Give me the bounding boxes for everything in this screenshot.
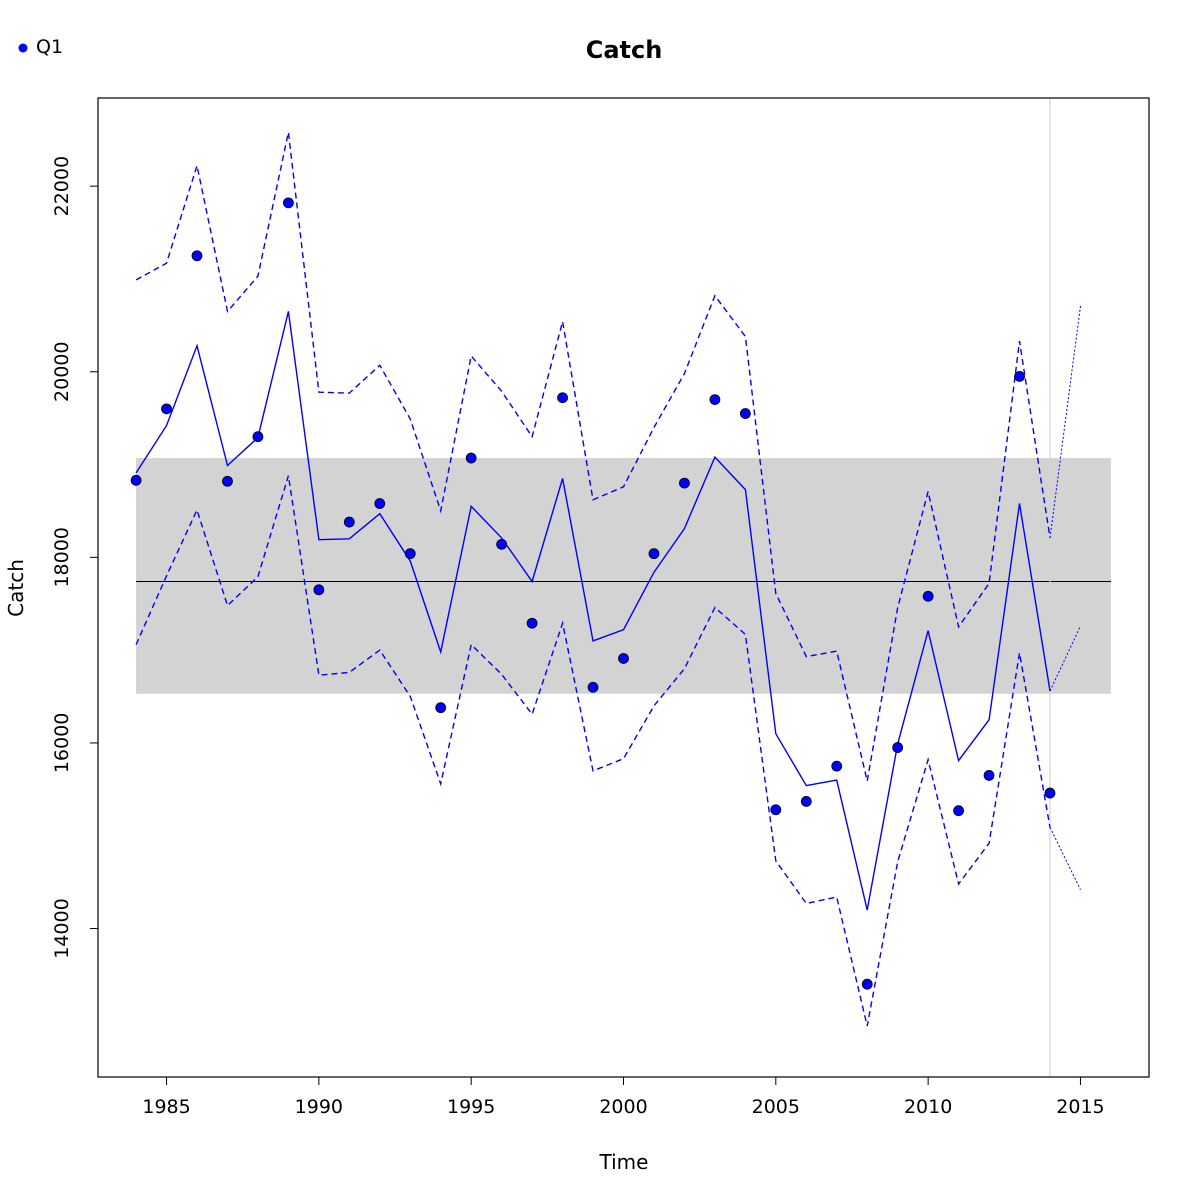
data-point-2012 bbox=[983, 770, 995, 781]
y-tick-label-18000: 18000 bbox=[51, 527, 73, 587]
data-point-2008 bbox=[861, 978, 873, 990]
data-point-2005 bbox=[770, 804, 782, 816]
x-tick-label-2015: 2015 bbox=[1056, 1096, 1104, 1118]
data-point-2006 bbox=[800, 795, 812, 807]
y-tick-label-20000: 20000 bbox=[51, 342, 73, 402]
data-point-2013 bbox=[1014, 370, 1025, 382]
data-point-1984 bbox=[130, 474, 142, 486]
legend-q1-marker bbox=[18, 43, 28, 53]
data-point-1998 bbox=[557, 392, 568, 404]
data-point-1994 bbox=[435, 702, 447, 714]
series-line-lower-bound bbox=[135, 475, 1051, 1027]
y-axis: 14000 16000 18000 20000 22000 bbox=[51, 156, 99, 959]
x-tick-label-1990: 1990 bbox=[295, 1096, 343, 1118]
data-point-1999 bbox=[587, 681, 599, 693]
data-point-1989 bbox=[282, 197, 294, 209]
data-point-1991 bbox=[343, 516, 355, 528]
data-point-2009 bbox=[892, 742, 904, 753]
plot-area bbox=[130, 98, 1111, 1077]
data-point-2014 bbox=[1044, 787, 1056, 799]
data-point-1990 bbox=[313, 584, 325, 596]
data-point-2003 bbox=[709, 394, 721, 405]
x-tick-label-1985: 1985 bbox=[142, 1096, 190, 1118]
data-point-2001 bbox=[648, 548, 660, 560]
data-point-1986 bbox=[191, 250, 203, 262]
data-point-1997 bbox=[526, 617, 538, 629]
legend: Q1 bbox=[18, 36, 63, 58]
data-point-1988 bbox=[252, 431, 264, 443]
y-tick-label-14000: 14000 bbox=[51, 898, 73, 958]
data-point-1985 bbox=[161, 403, 172, 415]
data-point-2004 bbox=[739, 408, 751, 419]
data-point-1992 bbox=[374, 498, 386, 509]
x-tick-label-2005: 2005 bbox=[752, 1096, 800, 1118]
data-point-2000 bbox=[618, 653, 629, 664]
x-axis-label: Time bbox=[599, 1150, 649, 1174]
y-tick-label-16000: 16000 bbox=[51, 713, 73, 773]
x-axis: 1985 1990 1995 2000 2005 2010 2015 bbox=[142, 1076, 1105, 1118]
y-tick-label-22000: 22000 bbox=[51, 156, 73, 216]
x-tick-label-2010: 2010 bbox=[904, 1096, 952, 1118]
series-line-forecast-upper bbox=[1049, 305, 1081, 538]
data-point-2002 bbox=[679, 477, 690, 489]
series-line-upper-bound bbox=[135, 132, 1051, 782]
series-line-forecast-lower bbox=[1049, 827, 1081, 890]
data-point-1995 bbox=[465, 452, 477, 464]
x-tick-label-1995: 1995 bbox=[447, 1096, 495, 1118]
data-point-1987 bbox=[222, 475, 233, 487]
data-point-1996 bbox=[496, 538, 508, 550]
data-point-2011 bbox=[953, 805, 965, 817]
legend-q1-label: Q1 bbox=[36, 36, 63, 58]
data-point-1993 bbox=[404, 548, 416, 560]
y-axis-label: Catch bbox=[4, 559, 28, 617]
data-point-2007 bbox=[831, 760, 843, 772]
data-point-2010 bbox=[922, 590, 934, 602]
x-tick-label-2000: 2000 bbox=[599, 1096, 647, 1118]
chart-title: Catch bbox=[586, 36, 663, 64]
